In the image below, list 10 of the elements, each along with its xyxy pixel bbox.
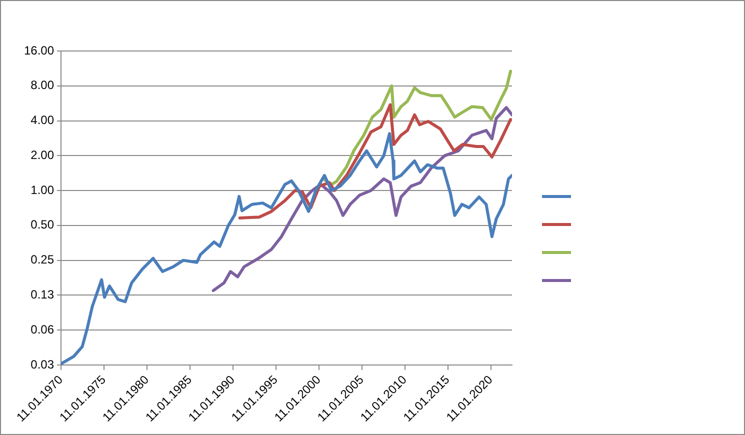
y-tick-label: 1.00: [30, 182, 54, 197]
y-tick-label: 0.25: [30, 252, 54, 267]
y-tick-label: 0.50: [30, 218, 54, 232]
y-tick-label: 16.00: [24, 43, 54, 58]
y-tick-label: 0.06: [30, 322, 54, 336]
y-tick-label: 0.13: [30, 288, 54, 302]
y-tick-label: 4.00: [30, 113, 54, 128]
y-tick-label: 2.00: [30, 148, 54, 162]
y-tick-label: 0.03: [30, 357, 54, 372]
y-tick-label: 8.00: [30, 78, 54, 92]
